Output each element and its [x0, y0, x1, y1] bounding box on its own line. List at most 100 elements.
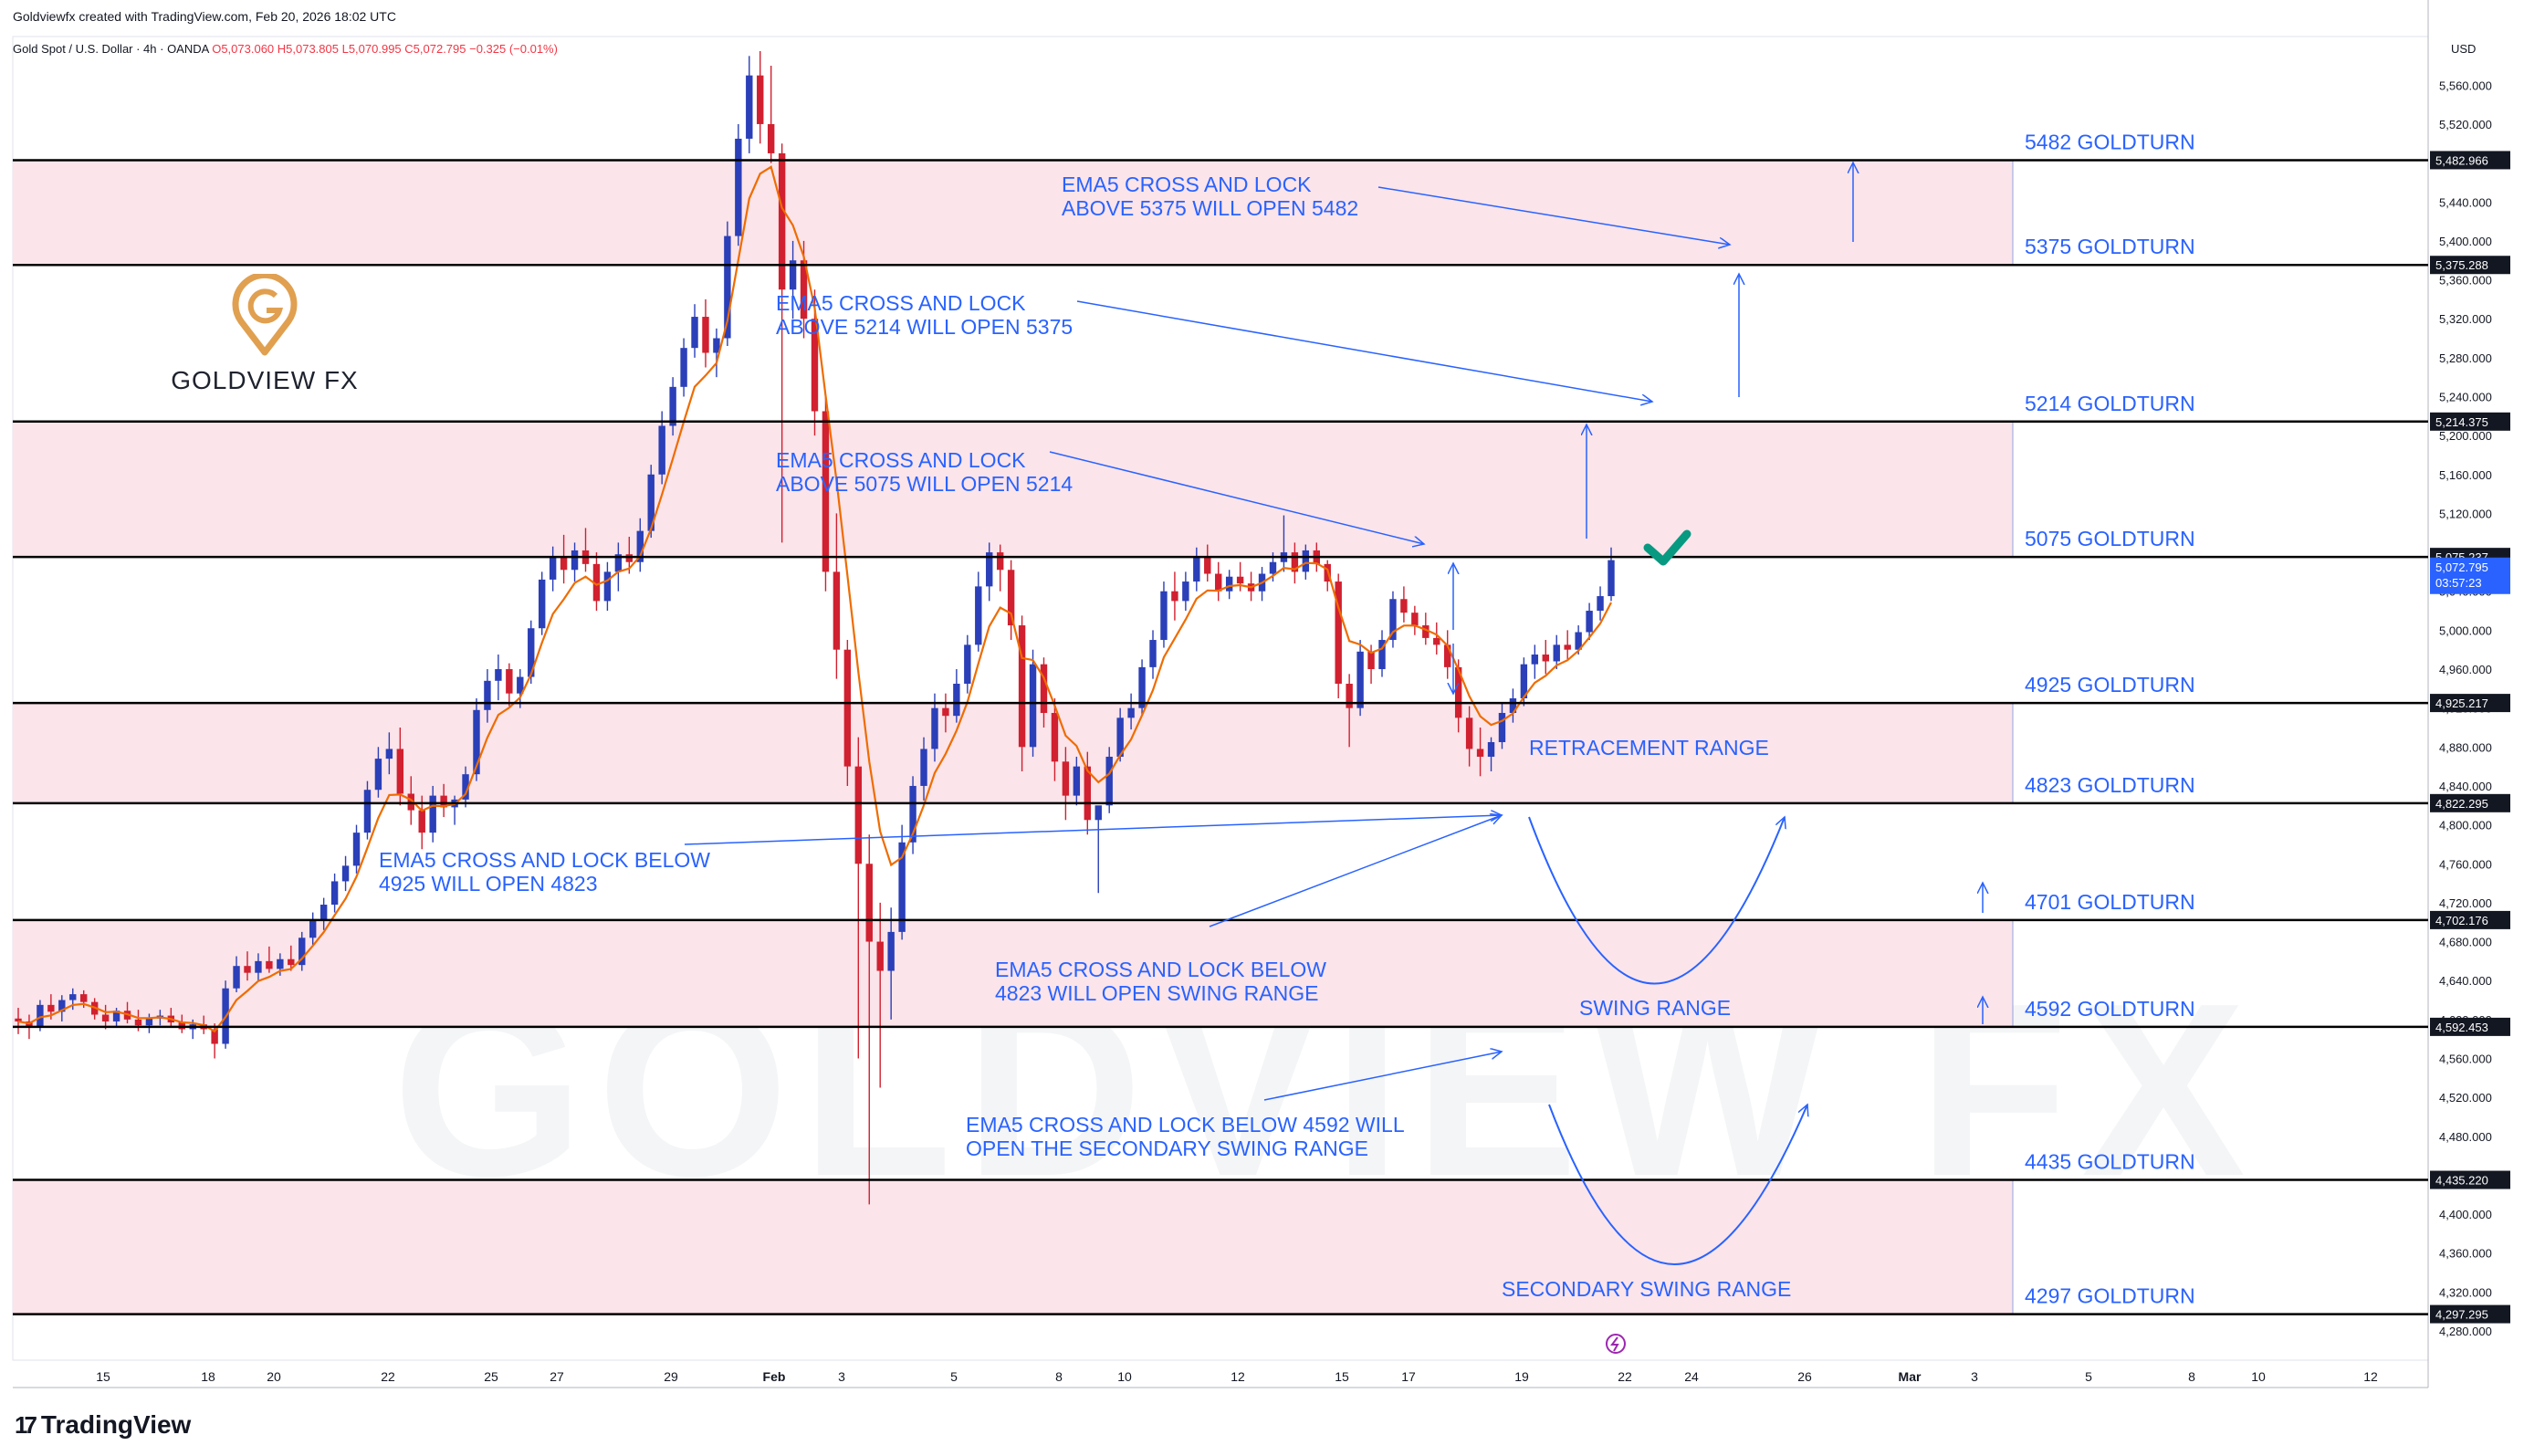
y-tick-label: 5,120.000	[2439, 507, 2492, 520]
candle-body	[854, 766, 863, 864]
candle-body	[1171, 591, 1178, 602]
candle-body	[1487, 741, 1495, 757]
candle-body	[757, 75, 764, 124]
candle-body	[931, 707, 938, 749]
candle-body	[1127, 707, 1135, 718]
annotation-text: ABOVE 5375 WILL OPEN 5482	[1062, 196, 1358, 220]
y-tick-label: 4,840.000	[2439, 780, 2492, 793]
annotation-text: OPEN THE SECONDARY SWING RANGE	[966, 1137, 1368, 1160]
zone-band-4	[13, 1179, 2013, 1315]
level-label: 4823 GOLDTURN	[2025, 773, 2195, 797]
candle-body	[592, 563, 601, 602]
goldview-brand: GOLDVIEW FX	[171, 366, 359, 394]
annotation-arrow	[1049, 451, 1424, 544]
candle-body	[1542, 655, 1549, 662]
price-tag-label: 4,822.295	[2435, 797, 2488, 811]
candle-body	[298, 937, 306, 966]
annotation-arrow	[1377, 186, 1730, 245]
y-tick-label: 5,520.000	[2439, 118, 2492, 131]
x-tick-label: 5	[2085, 1369, 2092, 1384]
candle-body	[484, 680, 491, 710]
candle-body	[996, 552, 1004, 571]
level-label: 4297 GOLDTURN	[2025, 1284, 2195, 1308]
x-tick-label: 3	[1971, 1369, 1978, 1384]
x-tick-label: 29	[664, 1369, 678, 1384]
candle-body	[1346, 684, 1353, 708]
annotation-arrow	[1263, 1052, 1502, 1101]
y-tick-label: 5,200.000	[2439, 429, 2492, 443]
x-tick-label: 22	[381, 1369, 395, 1384]
y-tick-label: 4,520.000	[2439, 1091, 2492, 1105]
price-tag-bg	[2430, 256, 2510, 275]
y-tick-label: 4,880.000	[2439, 740, 2492, 754]
candle-body	[1040, 664, 1048, 713]
candle-body	[811, 319, 819, 412]
annotation-text: 4925 WILL OPEN 4823	[379, 872, 598, 896]
candle-body	[1531, 655, 1539, 665]
candle-body	[440, 795, 447, 808]
candle-body	[833, 571, 841, 650]
zone-band-1	[13, 421, 2013, 558]
y-tick-label: 4,800.000	[2439, 819, 2492, 833]
annotation-text: ABOVE 5075 WILL OPEN 5214	[776, 472, 1073, 496]
x-tick-label: 17	[1401, 1369, 1416, 1384]
candle-body	[538, 579, 546, 629]
candle-body	[1597, 596, 1604, 612]
y-tick-label: 4,720.000	[2439, 896, 2492, 910]
candle-body	[1564, 644, 1571, 650]
candle-body	[1204, 557, 1211, 574]
candle-body	[1498, 712, 1506, 742]
candle-body	[843, 649, 852, 767]
tradingview-wordmark: TradingView	[40, 1410, 192, 1439]
x-tick-label: 20	[267, 1369, 281, 1384]
price-tag-bg	[2430, 793, 2510, 812]
candle-body	[953, 684, 960, 717]
candle-body	[1149, 640, 1157, 667]
candle-body	[1084, 766, 1092, 821]
attribution-text: Goldviewfx created with TradingView.com,…	[13, 9, 396, 24]
tradingview-logo[interactable]: 17 TradingView	[15, 1410, 191, 1440]
x-tick-label: 10	[1117, 1369, 1132, 1384]
symbol-name[interactable]: Gold Spot / U.S. Dollar · 4h · OANDA	[13, 42, 209, 56]
candle-body	[1094, 805, 1102, 821]
x-tick-label: 12	[1231, 1369, 1245, 1384]
candle-body	[363, 790, 372, 833]
y-tick-label: 4,360.000	[2439, 1247, 2492, 1261]
candle-body	[1160, 591, 1168, 641]
level-label: 5075 GOLDTURN	[2025, 527, 2195, 550]
level-label: 5375 GOLDTURN	[2025, 235, 2195, 258]
candle-body	[1051, 712, 1059, 762]
candle-body	[1007, 570, 1015, 626]
level-label: 5482 GOLDTURN	[2025, 130, 2195, 153]
candle-body	[1465, 718, 1473, 749]
candle-body	[101, 1014, 110, 1021]
x-tick-label: Feb	[763, 1369, 786, 1384]
level-label: 4701 GOLDTURN	[2025, 890, 2195, 914]
price-tag-bg	[2430, 910, 2510, 929]
swing-range-curve	[1528, 817, 1785, 985]
price-tag-label: 4,435.220	[2435, 1174, 2488, 1188]
candle-body	[549, 556, 557, 580]
candle-body	[571, 550, 579, 571]
level-label: 4592 GOLDTURN	[2025, 997, 2195, 1021]
candle-body	[724, 236, 731, 339]
candle-body	[669, 386, 676, 426]
zone-band-2	[13, 703, 2013, 803]
annotation-text: EMA5 CROSS AND LOCK BELOW	[379, 848, 710, 872]
annotation-text: EMA5 CROSS AND LOCK	[776, 291, 1026, 315]
price-tag-label: 5,214.375	[2435, 415, 2488, 429]
y-tick-label: 4,320.000	[2439, 1285, 2492, 1299]
goldview-logo: GOLDVIEW FX	[160, 271, 370, 395]
candle-body	[1575, 632, 1582, 650]
candle-body	[986, 552, 993, 587]
level-label: 4435 GOLDTURN	[2025, 1150, 2195, 1174]
x-tick-label: 22	[1618, 1369, 1632, 1384]
y-tick-label: 4,400.000	[2439, 1208, 2492, 1221]
candle-body	[1509, 698, 1517, 713]
x-tick-label: 8	[2188, 1369, 2195, 1384]
x-tick-label: 18	[201, 1369, 215, 1384]
price-tag-label: 5,482.966	[2435, 153, 2488, 167]
candle-body	[112, 1011, 120, 1021]
candle-body	[636, 530, 644, 562]
